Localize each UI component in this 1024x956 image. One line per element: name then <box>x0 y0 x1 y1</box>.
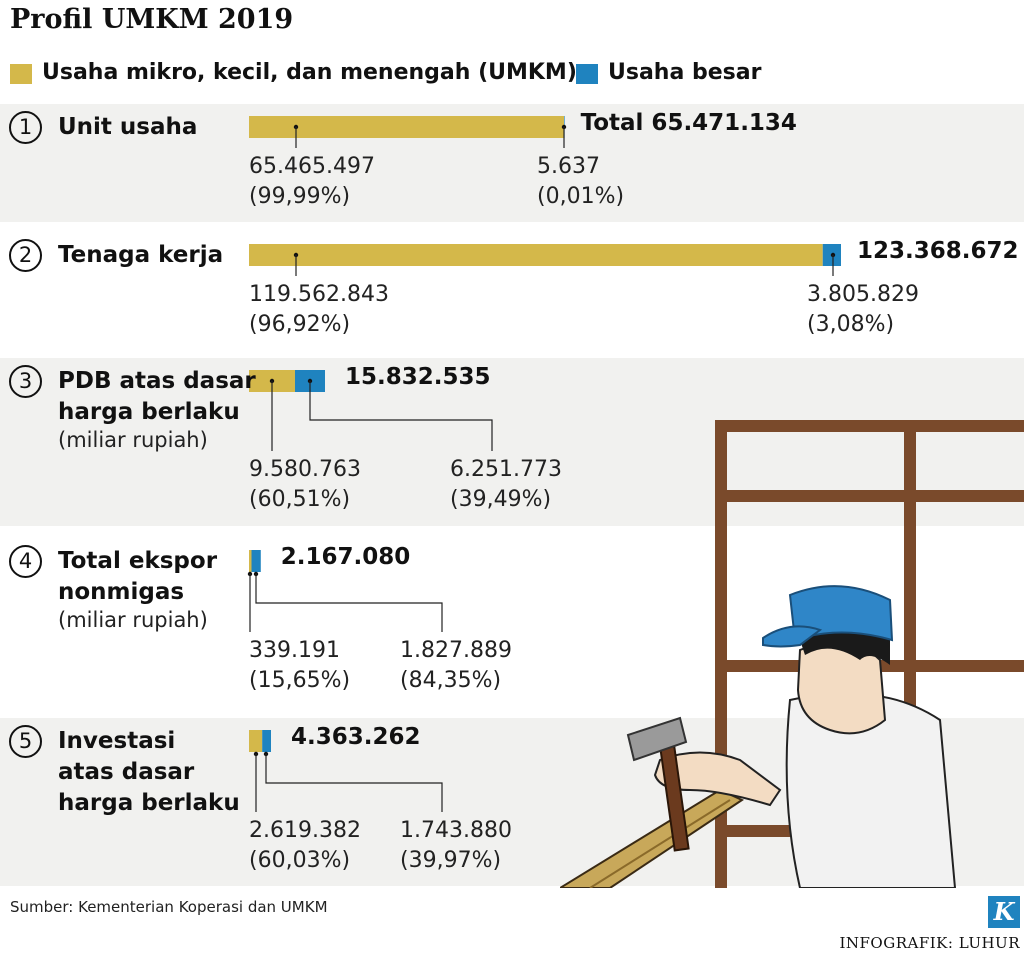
percent-umkm-1: (99,99%) <box>249 184 351 209</box>
value-umkm-5: 2.619.382 <box>249 818 361 843</box>
row-label-4-1: Total ekspor <box>58 548 218 574</box>
bar-usaha-besar-4 <box>251 550 261 572</box>
value-usaha-besar-3: 6.251.773 <box>450 457 562 482</box>
legend-swatch-usaha-besar <box>576 64 598 84</box>
row-number-1: 1 <box>9 111 42 144</box>
leader-line-usaha-besar-4 <box>255 574 443 632</box>
bar-umkm-5 <box>249 730 263 752</box>
legend-swatch-umkm <box>10 64 32 84</box>
bar-umkm-4 <box>249 550 252 572</box>
row-label-1-1: Unit usaha <box>58 114 198 140</box>
row-number-4: 4 <box>9 545 42 578</box>
row-number-2: 2 <box>9 239 42 272</box>
row-number-3: 3 <box>9 365 42 398</box>
bar-usaha-besar-5 <box>262 730 271 752</box>
row-label-5-2: atas dasar <box>58 759 195 785</box>
value-usaha-besar-4: 1.827.889 <box>400 638 512 663</box>
total-value-5: 4.363.262 <box>291 724 421 750</box>
row-label-3-1: PDB atas dasar <box>58 368 256 394</box>
total-value-3: 15.832.535 <box>345 364 491 390</box>
row-label-4-2: nonmigas <box>58 579 185 605</box>
chart-title: Profil UMKM 2019 <box>10 4 294 35</box>
percent-usaha-besar-4: (84,35%) <box>400 668 502 693</box>
value-umkm-3: 9.580.763 <box>249 457 361 482</box>
row-unit-4: (miliar rupiah) <box>58 608 208 632</box>
total-value-4: 2.167.080 <box>280 544 411 570</box>
row-label-5-1: Investasi <box>58 728 176 754</box>
bar-umkm-1 <box>249 116 564 138</box>
row-label-5-3: harga berlaku <box>58 790 240 816</box>
value-usaha-besar-2: 3.805.829 <box>807 282 919 307</box>
infographic-credit: INFOGRAFIK: LUHUR <box>839 934 1020 952</box>
publisher-logo: K <box>988 896 1020 928</box>
percent-umkm-3: (60,51%) <box>249 487 351 512</box>
row-unit-3: (miliar rupiah) <box>58 428 208 452</box>
percent-umkm-4: (15,65%) <box>249 668 351 693</box>
legend-label-umkm: Usaha mikro, kecil, dan menengah (UMKM) <box>42 60 577 85</box>
row-label-3-2: harga berlaku <box>58 399 240 425</box>
bar-umkm-2 <box>249 244 823 266</box>
percent-usaha-besar-3: (39,49%) <box>450 487 552 512</box>
percent-umkm-5: (60,03%) <box>249 848 351 873</box>
value-usaha-besar-5: 1.743.880 <box>400 818 512 843</box>
percent-usaha-besar-1: (0,01%) <box>537 184 625 209</box>
carpenter-illustration <box>560 420 1024 888</box>
percent-usaha-besar-2: (3,08%) <box>807 312 895 337</box>
percent-umkm-2: (96,92%) <box>249 312 351 337</box>
total-value-2: 123.368.672 <box>857 238 1019 264</box>
value-umkm-1: 65.465.497 <box>249 154 375 179</box>
leader-line-usaha-besar-5 <box>265 754 443 812</box>
leader-line-usaha-besar-3 <box>309 381 493 451</box>
row-label-2-1: Tenaga kerja <box>58 242 224 268</box>
legend-label-usaha-besar: Usaha besar <box>608 60 762 85</box>
value-usaha-besar-1: 5.637 <box>537 154 600 179</box>
source-note: Sumber: Kementerian Koperasi dan UMKM <box>10 898 328 916</box>
percent-usaha-besar-5: (39,97%) <box>400 848 502 873</box>
total-value-1: Total 65.471.134 <box>580 110 797 136</box>
value-umkm-2: 119.562.843 <box>249 282 389 307</box>
row-number-5: 5 <box>9 725 42 758</box>
value-umkm-4: 339.191 <box>249 638 340 663</box>
